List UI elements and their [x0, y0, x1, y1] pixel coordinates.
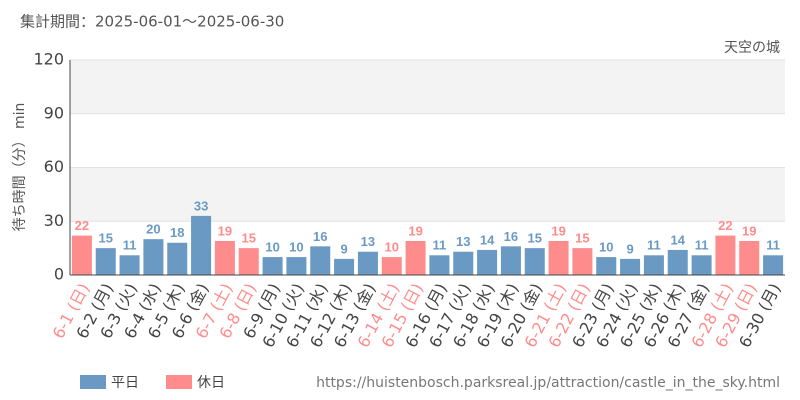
chart-subtitle: 天空の城	[724, 40, 780, 56]
y-tick-label: 90	[44, 103, 64, 122]
bar	[191, 215, 212, 275]
bar	[167, 242, 188, 275]
data-label: 22	[718, 218, 732, 233]
data-label: 11	[123, 238, 137, 253]
bar	[95, 248, 116, 275]
bar	[500, 246, 521, 275]
data-label: 15	[242, 231, 256, 246]
bar	[238, 248, 259, 275]
bar	[119, 255, 140, 275]
y-axis-label: 待ち時間（分） min	[12, 103, 28, 232]
bar	[405, 240, 426, 275]
data-label: 14	[671, 232, 686, 247]
bar	[143, 239, 164, 275]
bar	[524, 248, 545, 275]
data-label: 16	[504, 229, 518, 244]
bar	[262, 257, 283, 275]
bar	[357, 251, 378, 275]
legend-label: 休日	[197, 375, 225, 391]
y-tick-label: 30	[44, 211, 64, 230]
data-label: 11	[647, 238, 661, 253]
bar	[643, 255, 664, 275]
bar	[715, 235, 736, 275]
data-label: 14	[480, 232, 495, 247]
data-label: 11	[433, 238, 447, 253]
bar	[667, 249, 688, 275]
data-label: 15	[528, 231, 542, 246]
chart-title: 集計期間：2025-06-01～2025-06-30	[20, 13, 284, 31]
data-label: 16	[313, 229, 327, 244]
data-label: 9	[340, 241, 347, 256]
bar	[381, 257, 402, 275]
y-tick-label: 120	[33, 50, 64, 69]
data-label: 19	[218, 223, 232, 238]
data-label: 10	[599, 240, 613, 255]
data-label: 19	[551, 223, 565, 238]
bar	[691, 255, 712, 275]
data-label: 11	[695, 238, 709, 253]
bar	[310, 246, 331, 275]
bar	[71, 235, 92, 275]
data-label: 10	[289, 240, 303, 255]
legend-swatch	[80, 375, 106, 389]
data-label: 15	[575, 231, 589, 246]
data-label: 13	[361, 234, 375, 249]
data-label: 19	[742, 223, 756, 238]
data-label: 10	[265, 240, 279, 255]
bar	[763, 255, 784, 275]
bar	[620, 258, 641, 275]
legend-label: 平日	[111, 375, 139, 391]
data-label: 9	[626, 241, 633, 256]
data-label: 11	[766, 238, 780, 253]
data-label: 22	[75, 218, 89, 233]
bar	[477, 249, 498, 275]
y-tick-label: 0	[54, 265, 64, 284]
bar	[286, 257, 307, 275]
bar	[214, 240, 235, 275]
bar	[334, 258, 355, 275]
bar	[572, 248, 593, 275]
source-url: https://huistenbosch.parksreal.jp/attrac…	[316, 375, 780, 391]
data-label: 33	[194, 198, 208, 213]
legend-swatch	[166, 375, 192, 389]
data-label: 15	[99, 231, 113, 246]
y-tick-label: 60	[44, 157, 64, 176]
data-label: 10	[385, 240, 399, 255]
bar	[548, 240, 569, 275]
grid-band	[70, 60, 785, 114]
data-label: 13	[456, 234, 470, 249]
bar	[739, 240, 760, 275]
bar	[429, 255, 450, 275]
bar	[453, 251, 474, 275]
bar	[596, 257, 617, 275]
data-label: 18	[170, 225, 184, 240]
data-label: 20	[146, 222, 160, 237]
data-label: 19	[408, 223, 422, 238]
grid-band	[70, 167, 785, 222]
